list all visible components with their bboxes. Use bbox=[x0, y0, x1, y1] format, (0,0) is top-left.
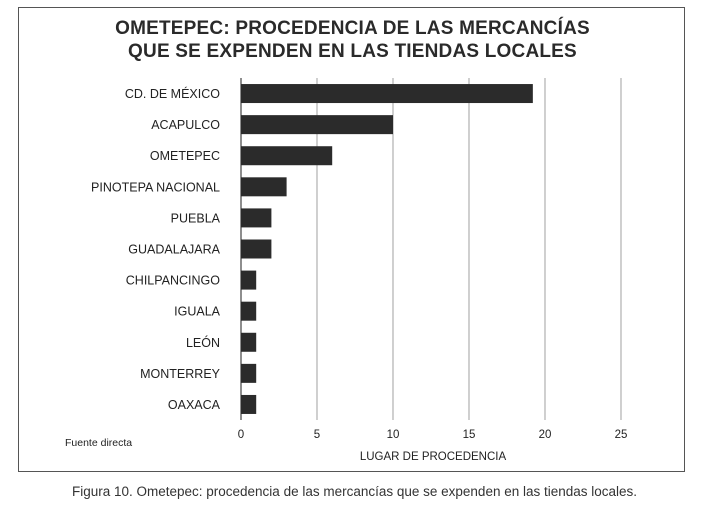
category-label: CHILPANCINGO bbox=[126, 274, 221, 288]
category-label: LEÓN bbox=[186, 335, 220, 350]
bar-7 bbox=[241, 270, 257, 290]
chart-frame: OMETEPEC: PROCEDENCIA DE LAS MERCANCÍAS … bbox=[18, 7, 685, 472]
category-label: ACAPULCO bbox=[151, 118, 220, 132]
category-label: PUEBLA bbox=[171, 211, 221, 225]
source-note: Fuente directa bbox=[65, 437, 133, 449]
x-axis-label: LUGAR DE PROCEDENCIA bbox=[360, 451, 507, 463]
x-tick-label: 15 bbox=[463, 429, 476, 441]
bars bbox=[241, 84, 533, 414]
bar-1 bbox=[241, 84, 533, 104]
bar-11 bbox=[241, 394, 257, 414]
bar-6 bbox=[241, 239, 272, 259]
category-labels: CD. DE MÉXICO ACAPULCO OMETEPEC PINOTEPA NA… bbox=[91, 86, 221, 412]
category-label: OMETEPEC bbox=[150, 149, 220, 163]
x-tick-label: 20 bbox=[539, 429, 552, 441]
tick-labels: 0 5 10 15 20 25 bbox=[238, 429, 628, 441]
category-label: OAXACA bbox=[168, 398, 221, 412]
category-label: MONTERREY bbox=[140, 367, 221, 381]
category-label: IGUALA bbox=[174, 305, 221, 319]
bar-chart: CD. DE MÉXICO ACAPULCO OMETEPEC PINOTEPA NA… bbox=[91, 78, 628, 463]
x-tick-label: 5 bbox=[314, 429, 320, 441]
bar-2 bbox=[241, 115, 393, 135]
category-label: PINOTEPA NACIONAL bbox=[91, 180, 220, 194]
figure-caption: Figura 10. Ometepec: procedencia de las … bbox=[71, 484, 638, 499]
bar-4 bbox=[241, 177, 287, 197]
bar-3 bbox=[241, 146, 333, 166]
chart-title-line-2: QUE SE EXPENDEN EN LAS TIENDAS LOCALES bbox=[128, 41, 577, 62]
category-label: GUADALAJARA bbox=[128, 243, 220, 257]
chart-title-line-1: OMETEPEC: PROCEDENCIA DE LAS MERCANCÍAS bbox=[115, 18, 590, 39]
bar-10 bbox=[241, 363, 257, 383]
bar-8 bbox=[241, 301, 257, 321]
bar-9 bbox=[241, 332, 257, 352]
x-tick-label: 0 bbox=[238, 429, 244, 441]
x-tick-label: 10 bbox=[387, 429, 400, 441]
category-label: CD. DE MÉXICO bbox=[125, 86, 220, 101]
x-tick-label: 25 bbox=[615, 429, 628, 441]
bar-5 bbox=[241, 208, 272, 228]
